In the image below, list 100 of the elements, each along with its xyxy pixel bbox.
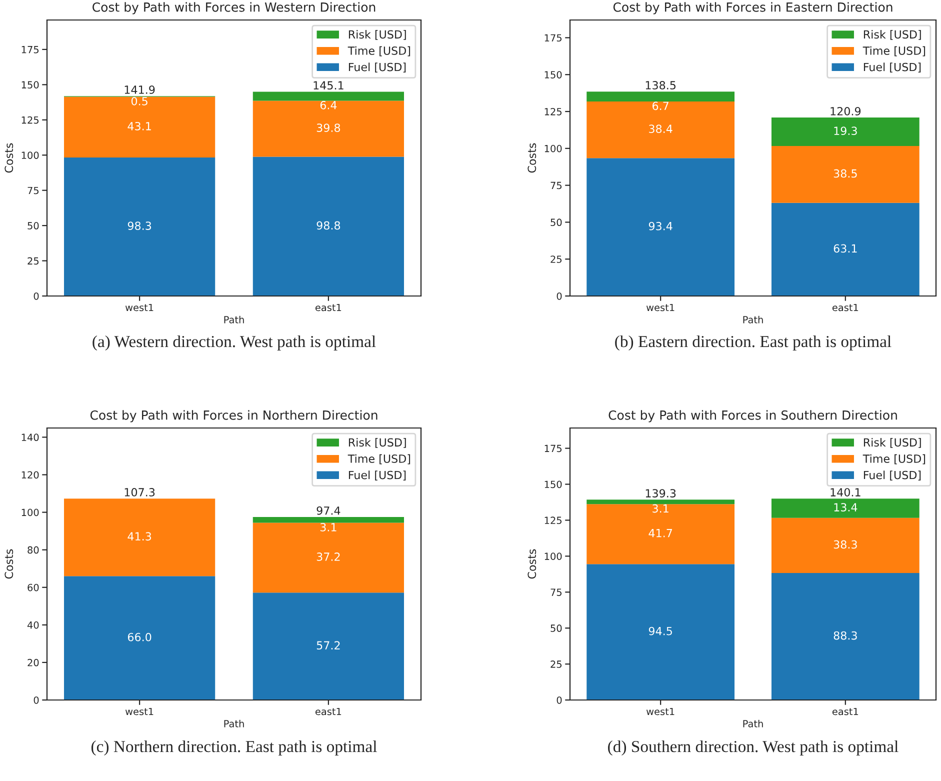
y-tick-label: 25 (550, 256, 562, 263)
data-label: 6.7 (652, 102, 668, 110)
x-tick-label: west1 (646, 304, 674, 312)
x-tick-label: west1 (125, 304, 154, 312)
bar (586, 504, 735, 564)
data-label: 41.3 (128, 532, 152, 541)
y-tick-label: 125 (544, 516, 562, 524)
bar (586, 564, 735, 700)
y-tick-label: 125 (544, 108, 562, 116)
bar (771, 118, 920, 146)
legend-label: Risk [USD] (864, 30, 921, 40)
chart-title: Cost by Path with Forces in Western Direction (92, 2, 376, 14)
data-label: 19.3 (834, 126, 857, 136)
data-label: 43.1 (128, 122, 151, 130)
y-tick-label: 50 (550, 218, 562, 226)
y-tick-label: 140 (22, 434, 39, 442)
data-label: 41.7 (648, 529, 672, 538)
data-label: 93.4 (648, 222, 672, 230)
legend-label: Time [USD] (862, 454, 926, 464)
x-tick-label: east1 (315, 708, 342, 716)
x-axis-title: Path (224, 720, 244, 728)
data-label: 37.2 (316, 552, 340, 561)
bar (586, 158, 735, 296)
data-label: 3.1 (652, 504, 668, 513)
bar (64, 498, 216, 576)
y-tick-label: 50 (550, 624, 562, 632)
y-axis-title: Costs (528, 549, 536, 579)
bar (64, 96, 216, 158)
total-label: 140.1 (830, 488, 860, 496)
y-tick-label: 75 (550, 182, 562, 190)
bar (252, 516, 404, 523)
bar (586, 500, 735, 504)
bar (771, 572, 920, 700)
y-tick-label: 150 (544, 480, 562, 488)
y-tick-label: 20 (28, 658, 39, 666)
data-label: 57.2 (316, 641, 340, 650)
data-label: 38.4 (649, 124, 672, 134)
y-tick-label: 150 (544, 71, 562, 78)
y-tick-label: 175 (544, 444, 562, 452)
y-tick-label: 75 (28, 186, 39, 194)
data-label: 6.4 (320, 100, 337, 110)
y-tick-label: 25 (550, 660, 562, 668)
total-label: 138.5 (646, 81, 676, 90)
chart-title: Cost by Path with Forces in Southern Direction (608, 410, 897, 422)
data-label: 38.5 (834, 169, 857, 178)
y-tick-label: 40 (27, 621, 39, 629)
data-label: 94.5 (648, 626, 672, 636)
y-tick-label: 100 (22, 152, 39, 159)
y-tick-label: 50 (28, 222, 39, 230)
text: (b) Eastern direction. East path is optimal (615, 335, 892, 351)
y-tick-label: 120 (22, 471, 39, 479)
data-label: 13.4 (834, 503, 858, 512)
legend-label: Fuel [USD] (348, 62, 406, 73)
chart-title: Cost by Path with Forces in Eastern Direction (613, 2, 892, 14)
y-tick-label: 75 (550, 588, 562, 596)
bar (252, 92, 404, 101)
legend-label: Risk [USD] (864, 438, 921, 448)
y-tick-label: 0 (34, 696, 39, 704)
legend-label: Fuel [USD] (864, 470, 921, 481)
y-axis-title: Costs (4, 549, 14, 579)
bar (64, 576, 216, 700)
total-label: 145.1 (314, 81, 344, 90)
total-label: 107.3 (124, 488, 155, 496)
legend-label: Fuel [USD] (864, 62, 921, 73)
y-tick-label: 175 (544, 34, 562, 42)
y-tick-label: 80 (28, 546, 39, 554)
bar (252, 100, 404, 157)
x-axis-title: Path (743, 316, 763, 324)
data-label: 66.0 (128, 632, 152, 642)
y-tick-label: 175 (22, 46, 39, 54)
x-tick-label: east1 (315, 304, 342, 312)
x-axis-title: Path (224, 316, 244, 324)
y-tick-label: 125 (22, 116, 39, 124)
text: (c) Northern direction. East path is optimal (91, 740, 377, 756)
bar (252, 522, 404, 593)
total-label: 120.9 (830, 107, 861, 116)
x-tick-label: east1 (832, 708, 858, 716)
bar (771, 498, 920, 518)
total-label: 141.9 (124, 86, 155, 94)
bar (771, 202, 920, 296)
text: (a) Western direction. West path is optimal (92, 335, 376, 351)
total-label: 97.4 (316, 506, 340, 515)
x-tick-label: west1 (125, 708, 154, 716)
y-axis-title: Costs (4, 143, 14, 173)
y-axis-title: Costs (528, 143, 536, 173)
text: (d) Southern direction. West path is optimal (608, 740, 898, 756)
chart-title: Cost by Path with Forces in Northern Direction (90, 410, 378, 422)
legend-label: Time [USD] (348, 46, 410, 56)
bar (586, 101, 735, 158)
data-label: 0.5 (131, 96, 148, 106)
x-tick-label: east1 (832, 304, 858, 312)
x-axis-title: Path (743, 720, 763, 728)
bar (586, 92, 735, 102)
bar (771, 518, 920, 573)
data-label: 98.8 (316, 221, 340, 230)
y-tick-label: 100 (22, 508, 39, 516)
y-tick-label: 150 (22, 81, 39, 88)
y-tick-label: 60 (28, 584, 39, 592)
bar (252, 592, 404, 700)
bar (64, 158, 216, 296)
